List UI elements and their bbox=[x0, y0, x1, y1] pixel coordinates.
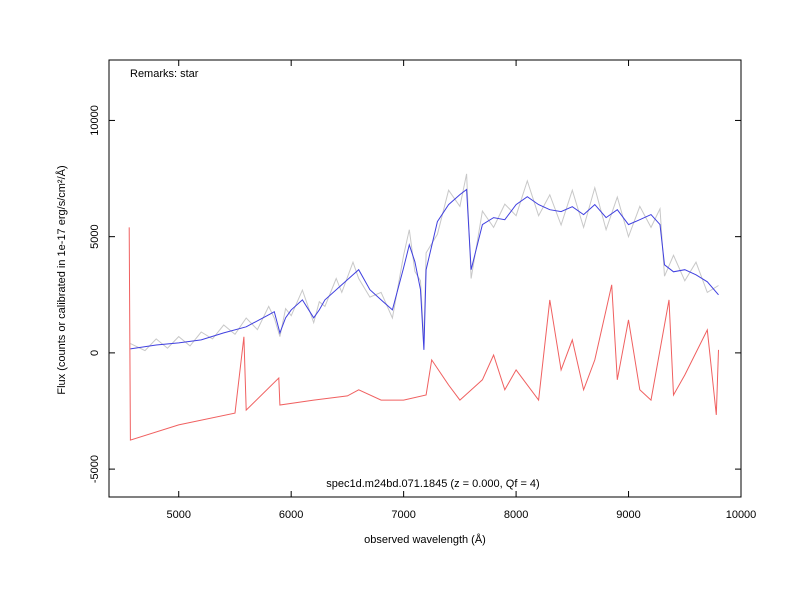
x-tick-label: 7000 bbox=[391, 509, 415, 521]
y-tick-label: -5000 bbox=[89, 455, 101, 483]
x-tick-label: 5000 bbox=[166, 509, 190, 521]
x-tick-label: 6000 bbox=[279, 509, 303, 521]
spectrum-line bbox=[128, 227, 719, 441]
annotation: spec1d.m24bd.071.1845 (z = 0.000, Qf = 4… bbox=[326, 478, 539, 490]
plot-frame bbox=[108, 59, 742, 498]
x-tick-label: 10000 bbox=[726, 509, 757, 521]
y-tick-label: 5000 bbox=[89, 224, 101, 248]
x-axis-label: observed wavelength (Å) bbox=[364, 533, 486, 546]
y-tick-label: 10000 bbox=[89, 105, 101, 136]
x-tick-label: 9000 bbox=[616, 509, 640, 521]
y-axis-label: Flux (counts or calibrated in 1e-17 erg/… bbox=[55, 165, 68, 394]
annotation: Remarks: star bbox=[130, 68, 199, 80]
y-tick-label: 0 bbox=[89, 350, 101, 356]
x-tick-label: 8000 bbox=[504, 509, 528, 521]
spectrum-line bbox=[130, 188, 719, 350]
